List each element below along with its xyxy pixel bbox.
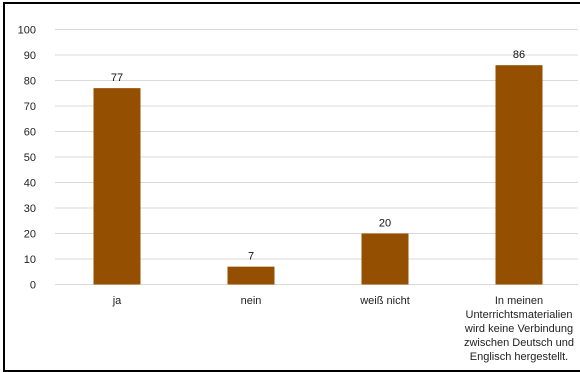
- y-tick-label: 0: [30, 280, 36, 292]
- y-tick-label: 20: [24, 229, 36, 241]
- y-tick-label: 90: [24, 50, 36, 62]
- y-tick-label: 10: [24, 254, 36, 266]
- y-tick-label: 60: [24, 127, 36, 139]
- data-label: 7: [248, 251, 254, 263]
- bar: [361, 233, 409, 285]
- data-label: 86: [513, 49, 525, 61]
- x-tick-label-line: In meinen: [495, 295, 543, 307]
- x-tick-label: weiß nicht: [359, 295, 410, 307]
- y-tick-label: 30: [24, 203, 36, 215]
- bar: [495, 65, 543, 285]
- bar: [227, 266, 275, 285]
- data-label: 20: [379, 218, 391, 230]
- x-tick-label-line: wird keine Verbindung: [464, 323, 573, 335]
- bar: [93, 88, 141, 285]
- x-tick-label: In meinen Unterrichtsmaterialien wird kein…: [464, 295, 574, 363]
- x-tick-label-line: zwischen Deutsch und: [464, 337, 574, 349]
- data-label: 77: [111, 72, 123, 84]
- y-tick-label: 70: [24, 101, 36, 113]
- y-tick-label: 100: [18, 25, 36, 37]
- x-tick-label-line: nein: [241, 295, 262, 307]
- x-tick-label: ja: [112, 295, 122, 307]
- x-tick-label-line: weiß nicht: [359, 295, 410, 307]
- y-tick-label: 80: [24, 76, 36, 88]
- x-tick-label: nein: [241, 295, 262, 307]
- x-tick-label-line: ja: [112, 295, 122, 307]
- x-tick-label-line: Unterrichtsmaterialien: [466, 309, 573, 321]
- y-tick-label: 50: [24, 152, 36, 164]
- x-tick-label-line: Englisch hergestellt.: [470, 351, 568, 363]
- y-tick-label: 40: [24, 178, 36, 190]
